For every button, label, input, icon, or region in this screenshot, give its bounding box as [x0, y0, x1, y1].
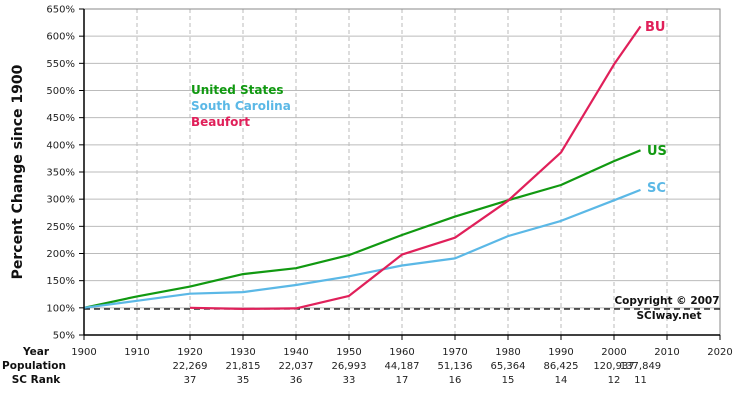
sc-rank-value: 35 — [237, 375, 250, 386]
y-axis-ticks: 50% 100% 150% 200% 250% 300% 350% 400% 450% 500% 5… — [46, 5, 84, 342]
population-value: 86,425 — [544, 361, 579, 372]
series-lines — [83, 25, 642, 310]
sc-rank-value: 36 — [290, 375, 303, 386]
population-value: 120,937 — [593, 361, 634, 372]
population-value: 51,136 — [438, 361, 473, 372]
y-tick-label: 250% — [46, 222, 75, 233]
x-tick-label: 1970 — [442, 347, 467, 358]
x-tick-label: 2010 — [654, 347, 679, 358]
row-label-year: Year — [22, 346, 50, 358]
x-tick-label: 1910 — [124, 347, 149, 358]
x-axis-ticks: 1900 1910 1920 1930 1940 1950 1960 1970 1980 1990… — [71, 335, 733, 358]
sc-rank-value: 33 — [343, 375, 356, 386]
sc-rank-value: 14 — [555, 375, 568, 386]
population-row: 22,269 21,815 22,037 26,993 44,187 51,136 65,3… — [173, 361, 662, 372]
grid-lines — [84, 9, 720, 335]
y-tick-label: 500% — [46, 86, 75, 97]
legend-south-carolina: South Carolina — [191, 99, 291, 113]
row-label-sc-rank: SC Rank — [12, 374, 62, 386]
y-tick-label: 650% — [46, 5, 75, 16]
x-tick-label: 1960 — [389, 347, 414, 358]
legend-united-states: United States — [191, 83, 284, 97]
series-line-us — [83, 149, 641, 309]
x-tick-label: 1990 — [548, 347, 573, 358]
sc-rank-value: 12 — [608, 375, 621, 386]
x-tick-label: 1900 — [71, 347, 96, 358]
y-tick-label: 350% — [46, 168, 75, 179]
population-value: 22,269 — [173, 361, 208, 372]
sc-rank-value: 16 — [449, 375, 462, 386]
copyright-site: SCIway.net — [636, 310, 701, 322]
end-label-bu: BU — [645, 20, 665, 35]
x-tick-label: 2020 — [707, 347, 732, 358]
x-tick-label: 2000 — [601, 347, 626, 358]
row-label-population: Population — [2, 360, 66, 372]
sc-rank-value: 37 — [184, 375, 197, 386]
legend-beaufort: Beaufort — [191, 115, 250, 129]
y-tick-label: 300% — [46, 195, 75, 206]
sc-rank-value: 17 — [396, 375, 409, 386]
sc-rank-row: 37 35 36 33 17 16 15 14 12 11 — [184, 375, 647, 386]
copyright-text: Copyright © 2007 — [614, 295, 719, 307]
series-line-sc — [83, 188, 641, 309]
population-value: 26,993 — [332, 361, 367, 372]
x-tick-label: 1980 — [495, 347, 520, 358]
series-line-bu — [189, 25, 642, 310]
sc-rank-value: 15 — [502, 375, 515, 386]
end-label-us: US — [647, 144, 667, 159]
y-tick-label: 600% — [46, 32, 75, 43]
population-value: 44,187 — [385, 361, 420, 372]
y-axis-label: Percent Change since 1900 — [10, 64, 26, 279]
x-tick-label: 1950 — [336, 347, 361, 358]
sc-rank-value: 11 — [634, 375, 647, 386]
x-tick-label: 1930 — [230, 347, 255, 358]
x-tick-label: 1920 — [177, 347, 202, 358]
population-value: 137,849 — [620, 361, 661, 372]
y-tick-label: 450% — [46, 113, 75, 124]
y-tick-label: 200% — [46, 249, 75, 260]
y-tick-label: 50% — [53, 331, 75, 342]
x-tick-label: 1940 — [283, 347, 308, 358]
population-value: 21,815 — [226, 361, 261, 372]
population-value: 22,037 — [279, 361, 314, 372]
y-tick-label: 150% — [46, 276, 75, 287]
y-tick-label: 550% — [46, 59, 75, 70]
y-tick-label: 400% — [46, 140, 75, 151]
population-value: 65,364 — [491, 361, 526, 372]
y-tick-label: 100% — [46, 303, 75, 314]
end-label-sc: SC — [647, 181, 666, 196]
